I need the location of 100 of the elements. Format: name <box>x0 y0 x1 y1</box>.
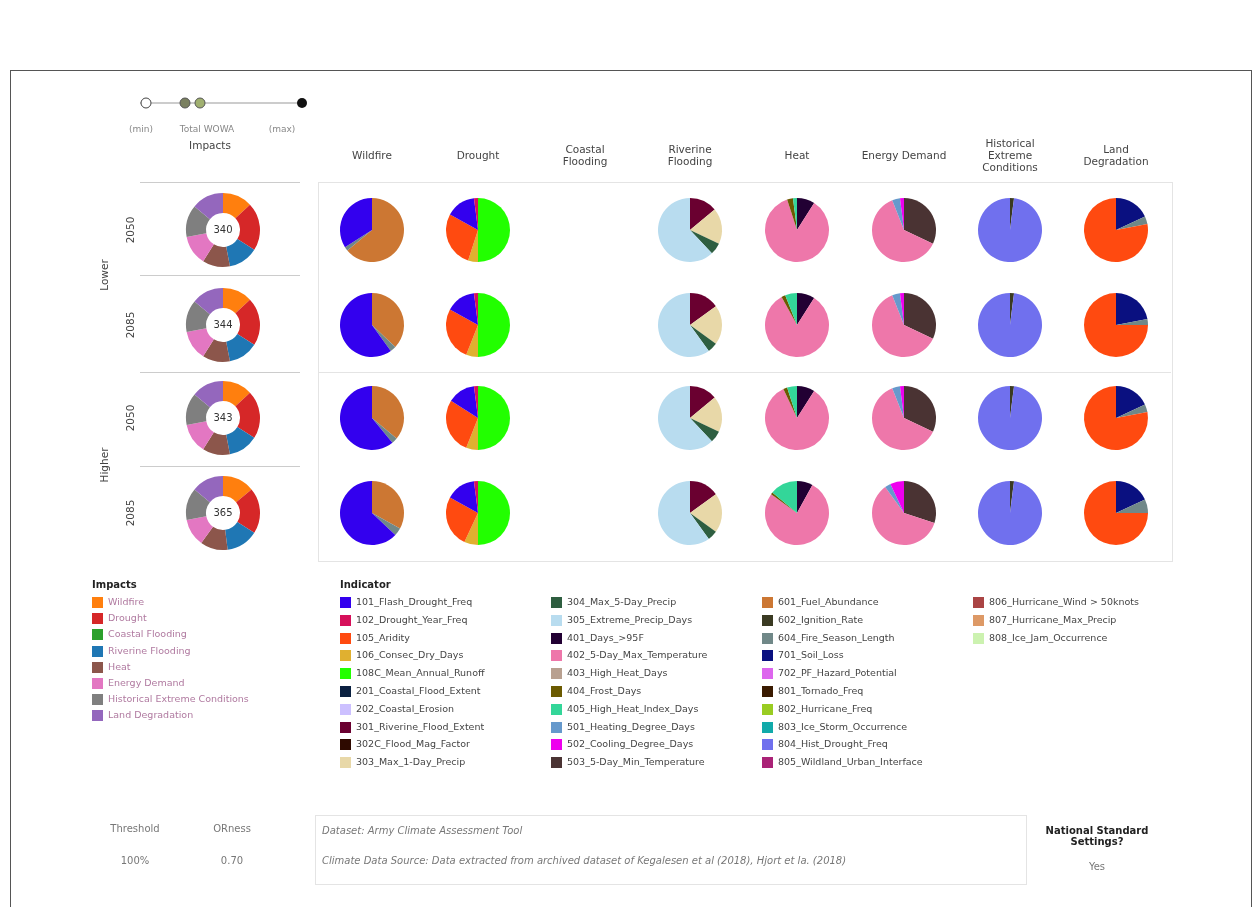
pie-slice <box>1084 293 1148 357</box>
pie-slice <box>478 386 510 450</box>
category-label: 404_Frost_Days <box>567 685 642 696</box>
text: 343 <box>213 412 233 423</box>
text: 2050 <box>124 404 136 432</box>
category-label: 805_Wildland_Urban_Interface <box>778 756 923 768</box>
category-label: 804_Hist_Drought_Freq <box>778 738 888 750</box>
pie-slice <box>449 481 478 513</box>
category-label: 105_Aridity <box>356 631 410 643</box>
pie-slice <box>1084 386 1148 450</box>
pie-slice <box>478 198 510 262</box>
text: Dataset: Army Climate Assessment Tool <box>322 824 523 836</box>
category-label: 806_Hurricane_Wind > 50knots <box>989 596 1139 607</box>
pie-slice <box>885 484 904 513</box>
text: Energy Demand <box>861 149 947 161</box>
pie-slice <box>466 418 478 450</box>
text: Coastal Flooding <box>561 143 609 167</box>
category-label: Wildfire <box>108 596 145 607</box>
category-label: Land Degradation <box>108 709 194 721</box>
pie-slice <box>690 306 722 344</box>
category-label: 201_Coastal_Flood_Extent <box>356 685 481 696</box>
pie-slice <box>450 386 478 418</box>
pie-slice <box>787 198 797 230</box>
pie-slice <box>372 418 397 443</box>
pie-slice <box>783 387 797 418</box>
pie-slice <box>446 214 478 261</box>
pie-slice <box>690 494 722 532</box>
pie-slice <box>372 386 404 439</box>
pie-slice <box>658 198 712 262</box>
text: Riverine Flooding <box>666 143 714 167</box>
pie-slice <box>797 386 815 418</box>
text: (max) <box>268 124 296 134</box>
text: Land Degradation <box>1082 143 1150 167</box>
pie-slice <box>1116 198 1145 230</box>
category-label: 502_Cooling_Degree_Days <box>567 738 694 750</box>
pie-slice <box>904 198 936 244</box>
text: 340 <box>213 224 233 235</box>
text: 2085 <box>124 311 136 339</box>
category-label: 803_Ice_Storm_Occurrence <box>778 720 908 732</box>
category-label: 501_Heating_Degree_Days <box>567 720 695 732</box>
text: Threshold <box>110 822 160 834</box>
pie-slice <box>1116 386 1145 418</box>
pie-slice <box>797 198 815 230</box>
category-label: Historical Extreme Conditions <box>108 693 249 705</box>
category-label: 106_Consec_Dry_Days <box>356 649 464 661</box>
pie-slice <box>904 386 936 432</box>
pie-slice <box>658 481 709 545</box>
category-label: 102_Drought_Year_Freq <box>356 613 468 625</box>
legend-title: Indicator <box>340 579 391 590</box>
category-label: 405_High_Heat_Index_Days <box>567 702 699 714</box>
pie-slice <box>449 198 478 230</box>
text: Lower <box>98 259 110 291</box>
text: Wildfire <box>352 149 392 161</box>
category-label: 602_Ignition_Rate <box>778 613 864 625</box>
pie-slice <box>372 513 401 535</box>
category-label: Drought <box>108 612 147 624</box>
pie-slice <box>872 487 935 545</box>
pie-slice <box>785 293 797 325</box>
pie-slice <box>978 293 1042 357</box>
pie-slice <box>765 199 829 262</box>
category-label: 305_Extreme_Precip_Days <box>567 613 693 625</box>
category-label: 807_Hurricane_Max_Precip <box>989 613 1117 625</box>
pie-slice <box>797 481 813 513</box>
pie-slice <box>690 198 715 230</box>
pie-slice <box>449 293 478 325</box>
pie-slice <box>978 481 1042 545</box>
pie-slice <box>690 230 719 254</box>
category-label: Coastal Flooding <box>108 628 187 640</box>
text: 2050 <box>124 216 136 244</box>
text: Yes <box>1088 860 1106 872</box>
category-label: 301_Riverine_Flood_Extent <box>356 720 485 732</box>
text: Heat <box>784 149 810 161</box>
pie-slice <box>478 293 510 357</box>
pie-slice <box>765 296 829 357</box>
pie-slice <box>340 293 391 357</box>
text: 344 <box>213 319 233 330</box>
pie-slice <box>892 293 904 325</box>
pie-slice <box>1116 404 1148 418</box>
category-label: Heat <box>108 660 131 672</box>
category-label: 808_Ice_Jam_Occurrence <box>989 631 1108 643</box>
category-label: 802_Hurricane_Freq <box>778 702 873 714</box>
pie-slice <box>690 481 716 513</box>
pie-slice <box>1084 198 1148 262</box>
category-label: 202_Coastal_Erosion <box>356 702 454 714</box>
category-label: Energy Demand <box>108 677 185 688</box>
text: 0.70 <box>220 854 244 866</box>
text: Historical Extreme Conditions <box>981 137 1039 173</box>
pie-slice <box>658 386 712 450</box>
category-label: 401_Days_>95F <box>567 631 644 643</box>
category-label: Riverine Flooding <box>108 644 191 656</box>
pie-slice <box>892 198 904 230</box>
text: ORness <box>213 822 251 834</box>
pie-slice <box>446 309 478 355</box>
pie-slice <box>690 418 719 442</box>
category-label: 302C_Flood_Mag_Factor <box>356 738 470 750</box>
text: Impacts <box>189 139 231 151</box>
text: Climate Data Source: Data extracted from archived dataset of Kegalesen et al (2018), Hjort et la. (2018) <box>322 854 847 866</box>
pie-slice <box>478 481 510 545</box>
pie-slice <box>372 293 404 347</box>
text: Total WOWA <box>179 124 235 134</box>
